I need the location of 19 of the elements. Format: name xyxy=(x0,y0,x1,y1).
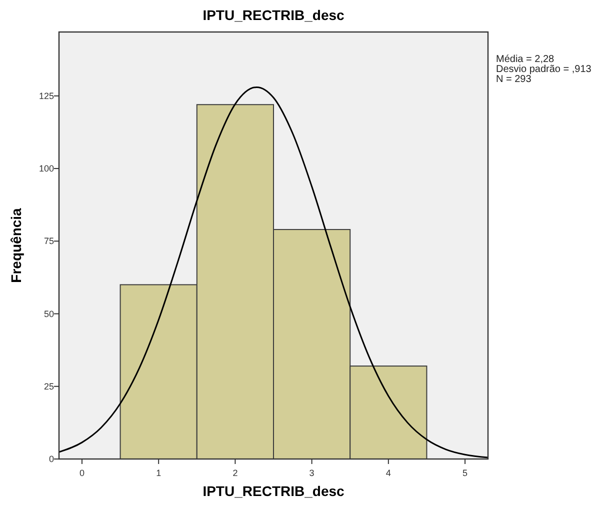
x-tick-label: 3 xyxy=(309,468,314,478)
text: Desvio padrão = ,913 xyxy=(496,64,592,75)
y-tick-label: 75 xyxy=(44,236,54,246)
text: Média = 2,28 xyxy=(496,54,555,65)
chart-title: IPTU_RECTRIB_desc xyxy=(202,7,345,23)
x-tick-label: 5 xyxy=(462,468,468,478)
x-tick-label: 1 xyxy=(156,468,162,478)
y-tick-label: 125 xyxy=(38,90,54,101)
y-axis-title: Frequência xyxy=(8,208,24,283)
x-tick-label: 4 xyxy=(386,468,391,478)
x-tick-label: 2 xyxy=(232,468,238,478)
x-tick-label: 0 xyxy=(79,468,84,478)
y-tick-label: 0 xyxy=(48,454,54,464)
line-series xyxy=(59,86,488,458)
text: N = 293 xyxy=(496,74,532,85)
x-axis-title: IPTU_RECTRIB_desc xyxy=(202,483,345,499)
y-tick-label: 25 xyxy=(44,381,54,392)
y-tick-label: 50 xyxy=(44,308,54,319)
y-tick-label: 100 xyxy=(38,164,54,174)
